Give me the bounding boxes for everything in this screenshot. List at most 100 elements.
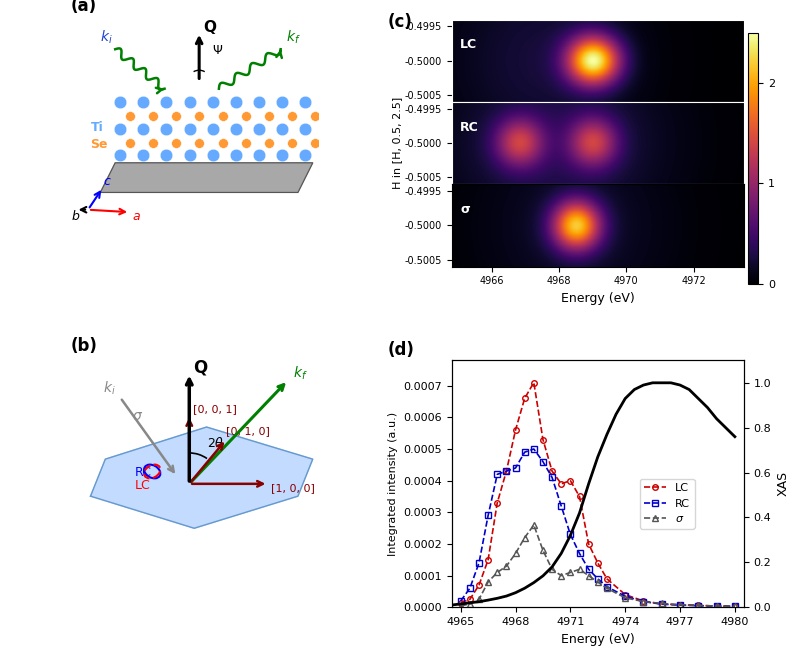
Text: (a): (a): [70, 0, 97, 14]
LC: [730, 603, 740, 611]
Text: (b): (b): [70, 338, 98, 355]
Y-axis label: Integrated intensity (a.u.): Integrated intensity (a.u.): [387, 412, 398, 556]
Text: (d): (d): [387, 341, 414, 358]
RC: [620, 592, 630, 600]
$\sigma$: [483, 578, 493, 586]
$\sigma$: [493, 569, 502, 577]
RC: [730, 603, 740, 611]
$\sigma$: [547, 565, 557, 573]
$\sigma$: [574, 565, 584, 573]
LC: [675, 601, 685, 609]
LC: [602, 575, 612, 582]
RC: [510, 464, 520, 472]
Line: RC: RC: [458, 446, 738, 609]
RC: [593, 575, 602, 582]
LC: [456, 599, 466, 607]
LC: [529, 379, 538, 387]
$\sigma$: [465, 600, 474, 608]
Text: $2\theta$: $2\theta$: [206, 436, 224, 450]
$\sigma$: [584, 572, 594, 580]
$\sigma$: [538, 547, 548, 554]
LC: [538, 436, 548, 443]
RC: [502, 468, 511, 475]
LC: [547, 468, 557, 475]
Text: [0, 1, 0]: [0, 1, 0]: [226, 426, 270, 436]
RC: [574, 550, 584, 558]
LC: [502, 468, 511, 475]
RC: [520, 448, 530, 456]
Text: $\Psi$: $\Psi$: [211, 44, 222, 57]
RC: [538, 458, 548, 466]
LC: [694, 601, 703, 609]
LC: [657, 600, 666, 608]
$\sigma$: [638, 597, 648, 605]
LC: [712, 602, 722, 610]
LC: [620, 591, 630, 599]
Text: RC: RC: [460, 121, 479, 134]
RC: [547, 473, 557, 481]
Text: RC: RC: [135, 466, 152, 479]
$\sigma$: [557, 572, 566, 580]
LC: [574, 492, 584, 500]
Text: $k_i$: $k_i$: [100, 29, 113, 46]
RC: [602, 582, 612, 590]
Text: $k_f$: $k_f$: [293, 364, 308, 382]
LC: [474, 581, 484, 589]
LC: [566, 477, 575, 485]
Polygon shape: [100, 163, 313, 193]
$\sigma$: [502, 562, 511, 570]
Text: (c): (c): [387, 13, 412, 31]
$\sigma$: [520, 534, 530, 541]
Text: $k_i$: $k_i$: [103, 379, 115, 397]
Text: LC: LC: [135, 479, 150, 492]
RC: [456, 597, 466, 605]
$\sigma$: [456, 602, 466, 610]
$\sigma$: [675, 601, 685, 609]
$\sigma$: [566, 569, 575, 577]
$\sigma$: [620, 594, 630, 601]
LC: [638, 597, 648, 605]
RC: [712, 602, 722, 610]
Legend: LC, RC, $\sigma$: LC, RC, $\sigma$: [639, 479, 694, 528]
X-axis label: Energy (eV): Energy (eV): [561, 292, 634, 305]
$\sigma$: [593, 578, 602, 586]
Polygon shape: [90, 427, 313, 528]
Text: [1, 0, 0]: [1, 0, 0]: [270, 483, 314, 493]
RC: [694, 602, 703, 610]
$\sigma$: [602, 584, 612, 592]
$\sigma$: [529, 521, 538, 529]
RC: [474, 559, 484, 567]
Text: $b$: $b$: [70, 208, 80, 223]
Text: $a$: $a$: [133, 210, 142, 223]
Text: $\mathbf{Q}$: $\mathbf{Q}$: [193, 358, 208, 377]
Line: $\sigma$: $\sigma$: [458, 522, 738, 609]
RC: [657, 600, 666, 608]
Text: $\sigma$: $\sigma$: [133, 409, 144, 422]
$\sigma$: [474, 596, 484, 603]
LC: [584, 540, 594, 548]
X-axis label: Energy (eV): Energy (eV): [561, 633, 634, 646]
LC: [593, 559, 602, 567]
RC: [493, 470, 502, 478]
Y-axis label: XAS: XAS: [777, 471, 790, 496]
LC: [465, 596, 474, 603]
RC: [483, 511, 493, 519]
Text: Ti: Ti: [90, 121, 103, 134]
Text: [0, 0, 1]: [0, 0, 1]: [193, 404, 237, 414]
Text: Se: Se: [90, 138, 108, 151]
RC: [584, 565, 594, 573]
Text: $k_f$: $k_f$: [286, 29, 300, 46]
$\sigma$: [730, 603, 740, 611]
Line: LC: LC: [458, 380, 738, 609]
Text: $\mathbf{Q}$: $\mathbf{Q}$: [203, 18, 217, 36]
Text: σ: σ: [460, 203, 470, 216]
RC: [566, 530, 575, 538]
LC: [510, 426, 520, 434]
Text: $c$: $c$: [103, 175, 111, 188]
RC: [557, 502, 566, 510]
$\sigma$: [510, 550, 520, 558]
RC: [638, 597, 648, 605]
LC: [520, 394, 530, 402]
Y-axis label: H in [H, 0.5, 2.5]: H in [H, 0.5, 2.5]: [392, 97, 402, 189]
$\sigma$: [694, 601, 703, 609]
